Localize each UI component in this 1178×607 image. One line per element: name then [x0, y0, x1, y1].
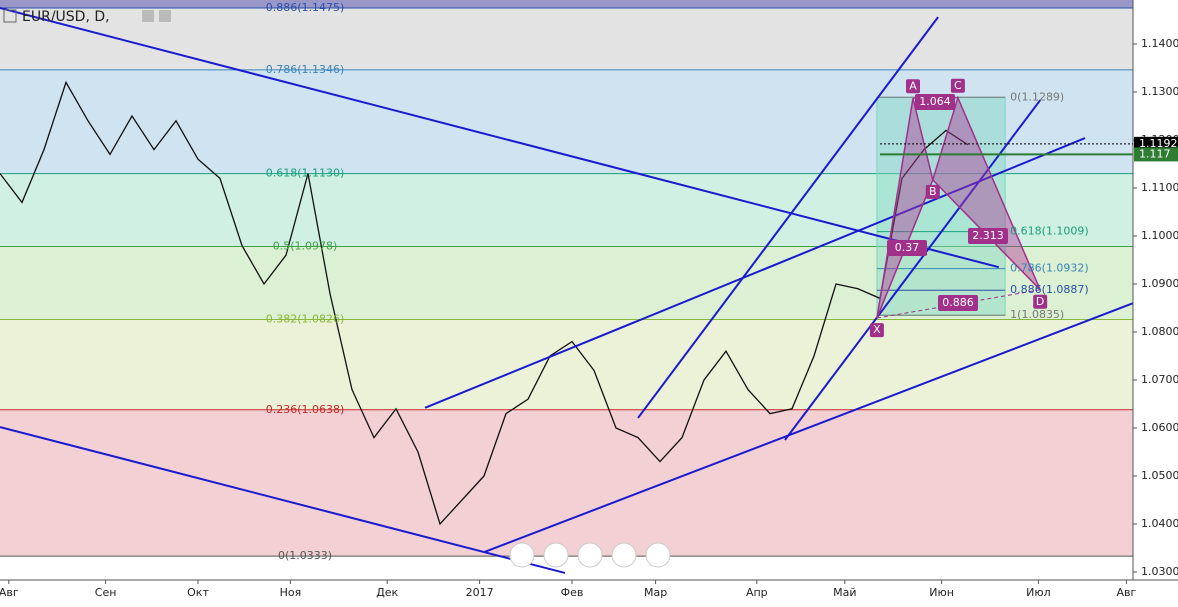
fib-label: 0.618(1.1130) — [266, 167, 345, 180]
pattern-point: A — [906, 79, 920, 93]
y-tick-label: 1.0800 — [1141, 325, 1178, 338]
y-tick-label: 1.0700 — [1141, 373, 1178, 386]
x-tick-label: Фев — [561, 586, 584, 599]
x-tick-label: Июн — [929, 586, 954, 599]
fib-band — [0, 320, 1133, 410]
fib-band — [0, 410, 1133, 556]
pattern-point: X — [870, 323, 884, 337]
pattern-point-label: X — [873, 323, 881, 336]
pattern-level-label: 0.886(1.0887) — [1010, 283, 1089, 296]
scroll-left[interactable] — [510, 543, 534, 567]
x-tick-label: 2017 — [466, 586, 494, 599]
pattern-ratio-label: 1.064 — [919, 95, 951, 108]
x-tick-label: Мар — [644, 586, 667, 599]
fib-label: 0.886(1.1475) — [266, 1, 345, 14]
pattern-ratio: 0.37 — [887, 240, 927, 256]
x-tick-label: Сен — [95, 586, 117, 599]
x-tick-label: Июл — [1026, 586, 1051, 599]
pattern-level-label: 0.618(1.1009) — [1010, 225, 1089, 238]
pattern-ratio-label: 2.313 — [972, 229, 1004, 242]
x-tick-label: Дек — [376, 586, 398, 599]
fib-label: 0.236(1.0638) — [266, 403, 345, 416]
y-tick-label: 1.0600 — [1141, 421, 1178, 434]
y-tick-label: 1.1000 — [1141, 229, 1178, 242]
close-button[interactable] — [159, 10, 171, 22]
pattern-point: D — [1033, 295, 1047, 309]
pattern-ratio-label: 0.37 — [895, 241, 920, 254]
pattern-point-label: B — [929, 185, 937, 198]
y-tick-label: 1.1300 — [1141, 85, 1178, 98]
fib-band-top — [0, 0, 1133, 8]
price-label: 1.117 — [1139, 147, 1171, 160]
pattern-point: C — [951, 79, 965, 93]
pattern-level-label: 0.786(1.0932) — [1010, 262, 1089, 275]
settings-button[interactable] — [142, 10, 154, 22]
pattern-level-label: 1(1.0835) — [1010, 308, 1064, 321]
x-tick-label: Апр — [746, 586, 768, 599]
scroll-right[interactable] — [646, 543, 670, 567]
pattern-point: B — [926, 185, 940, 199]
x-tick-label: Май — [833, 586, 856, 599]
y-tick-label: 1.0400 — [1141, 517, 1178, 530]
pattern-ratio: 2.313 — [968, 228, 1008, 244]
y-tick-label: 1.0900 — [1141, 277, 1178, 290]
y-tick-label: 1.0300 — [1141, 565, 1178, 578]
fib-label: 0(1.0333) — [278, 549, 332, 562]
symbol: EUR/USD, D, — [22, 9, 110, 25]
reset[interactable] — [578, 543, 602, 567]
zoom-out[interactable] — [544, 543, 568, 567]
x-tick-label: Авг — [1117, 586, 1137, 599]
x-tick-label: Ноя — [280, 586, 302, 599]
pattern-ratio: 1.064 — [915, 94, 955, 110]
pattern-point-label: A — [909, 79, 917, 92]
fib-label: 0.786(1.1346) — [266, 63, 345, 76]
zoom-in[interactable] — [612, 543, 636, 567]
pattern-point-label: C — [954, 79, 962, 92]
y-tick-label: 1.1100 — [1141, 181, 1178, 194]
pattern-ratio: 0.886 — [938, 295, 978, 311]
pattern-level-label: 0(1.1289) — [1010, 90, 1064, 103]
fib-label: 0.5(1.0978) — [273, 240, 338, 253]
pattern-ratio-label: 0.886 — [942, 296, 974, 309]
y-tick-label: 1.1400 — [1141, 37, 1178, 50]
x-tick-label: Авг — [0, 586, 19, 599]
x-tick-label: Окт — [187, 586, 209, 599]
y-tick-label: 1.0500 — [1141, 469, 1178, 482]
fib-label: 0.382(1.0826) — [266, 313, 345, 326]
pattern-point-label: D — [1036, 295, 1044, 308]
